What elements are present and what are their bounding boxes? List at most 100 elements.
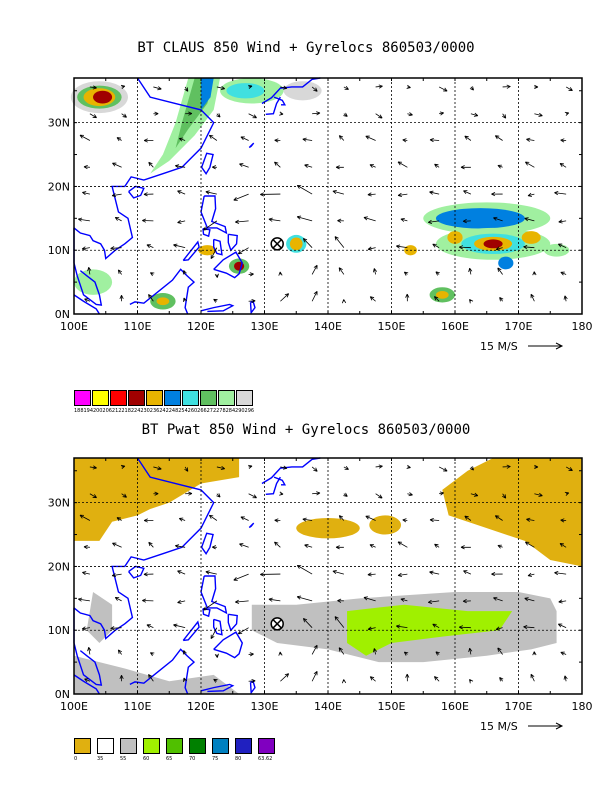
wind-arrow [260, 572, 281, 577]
wind-arrow [343, 86, 349, 90]
wind-arrow [491, 192, 503, 197]
wind-arrow [89, 85, 97, 90]
legend-label: 230 [140, 408, 150, 414]
lat-label: 0N [55, 308, 70, 321]
wind-arrow [235, 599, 249, 604]
wind-arrow [560, 518, 567, 523]
wind-arrow [369, 676, 376, 682]
legend-label: 35 [97, 756, 104, 762]
wind-arrow [240, 516, 249, 521]
wind-arrow [438, 86, 448, 92]
wind-arrow [233, 573, 249, 581]
wind-arrow [268, 597, 281, 602]
wind-arrow [334, 236, 345, 248]
wind-arrow [117, 649, 123, 655]
wind-arrow [375, 464, 383, 469]
wind-arrow [274, 541, 281, 548]
wind-arrow [403, 271, 409, 276]
wind-arrow [337, 218, 344, 223]
wind-arrow [116, 517, 122, 522]
wind-arrow [532, 651, 537, 656]
wind-arrow [296, 215, 313, 222]
legend-swatch [97, 738, 114, 754]
wind-arrow [213, 298, 218, 303]
lon-label: 110E [124, 700, 152, 713]
wind-arrow [312, 111, 321, 116]
wind-arrow [203, 220, 218, 231]
wind-arrow [554, 191, 567, 196]
wind-arrow [178, 517, 186, 522]
wind-arrow [434, 296, 440, 302]
grid [74, 78, 582, 314]
wind-arrow [462, 219, 471, 224]
legend-swatch [182, 390, 199, 406]
wind-arrow [460, 165, 471, 170]
wind-arrow [524, 597, 535, 602]
wind-arrow [405, 673, 410, 682]
wind-arrow [143, 572, 154, 577]
legend-label: 284 [225, 408, 236, 414]
wind-arrow [174, 164, 186, 169]
wind-arrow [89, 493, 97, 499]
lon-label: 100E [60, 700, 88, 713]
wind-arrow [239, 543, 249, 548]
wind-arrow [205, 190, 217, 195]
wind-arrow [216, 85, 226, 90]
vector-reference-arrow [528, 722, 564, 730]
legend-label: 75 [212, 756, 219, 762]
wind-arrow [174, 544, 186, 549]
wind-arrow [79, 134, 91, 141]
wind-arrow [534, 492, 543, 497]
legend-label: 60 [143, 756, 150, 762]
legend-swatch [92, 390, 109, 406]
legend-swatch [128, 390, 145, 406]
wind-arrow [372, 268, 378, 275]
wind-arrow [397, 192, 408, 198]
wind-arrow [530, 673, 535, 682]
wind-arrow [406, 464, 411, 469]
coastline [249, 300, 256, 315]
wind-arrow [146, 624, 154, 629]
wind-arrow [365, 135, 376, 141]
wind-arrow [499, 297, 504, 302]
wind-arrow [375, 84, 383, 89]
legend-swatch [120, 738, 137, 754]
grid [74, 458, 582, 694]
wind-arrow [120, 464, 126, 469]
wind-arrow [460, 545, 471, 550]
lon-label: 140E [314, 700, 342, 713]
wind-arrow [435, 651, 440, 656]
wind-arrow [367, 192, 376, 197]
wind-arrow [558, 219, 567, 224]
wind-arrow [148, 541, 154, 548]
vector-reference-label: 15 M/S [480, 340, 518, 353]
wind-arrow [82, 571, 90, 576]
wind-arrow [83, 165, 90, 170]
wind-arrow [397, 541, 408, 548]
wind-arrow [497, 544, 503, 549]
wind-arrow [560, 138, 567, 143]
wind-arrow [434, 543, 440, 548]
wind-arrow [182, 650, 187, 655]
wind-arrow [235, 219, 249, 224]
wind-arrow [402, 518, 408, 523]
wind-arrow [248, 113, 257, 119]
wind-arrow [121, 113, 127, 118]
wind-arrow [429, 570, 440, 575]
coastline [128, 185, 145, 199]
wind-arrow [493, 596, 503, 602]
wind-arrow [400, 217, 408, 222]
wind-arrow [183, 297, 188, 302]
lon-label: 120E [187, 700, 215, 713]
wind-arrow [494, 135, 503, 141]
legend-swatch [74, 390, 91, 406]
wind-arrow [237, 247, 249, 255]
wind-arrow [280, 465, 288, 470]
legend-label: 70 [189, 756, 196, 762]
wind-arrow [143, 518, 154, 523]
wind-arrow [79, 514, 91, 521]
coastline [265, 96, 281, 116]
wind-arrow [335, 545, 344, 550]
shaded-region [347, 604, 513, 656]
